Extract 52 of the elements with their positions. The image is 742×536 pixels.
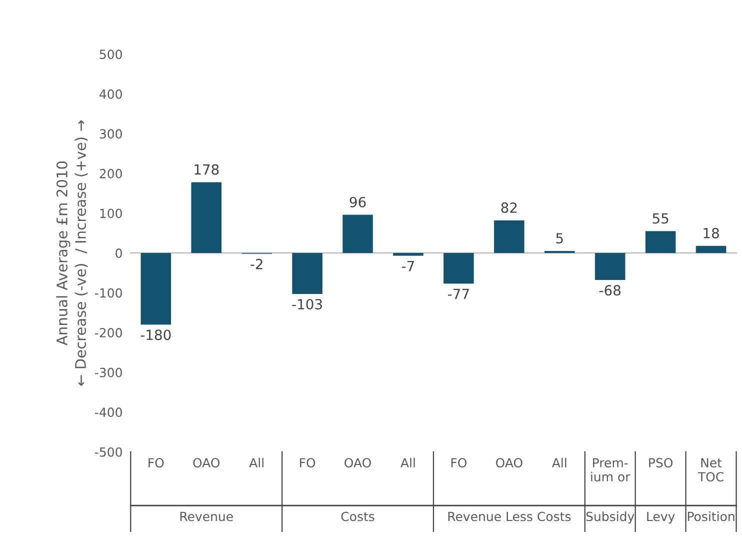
data-label: 18 xyxy=(704,228,719,238)
bar xyxy=(140,252,172,325)
text: Costs xyxy=(341,512,374,522)
x-tick-label: FO xyxy=(451,458,467,468)
data-label: 82 xyxy=(501,202,517,213)
y-tick-label: 500 xyxy=(100,50,122,60)
text: Revenue Less Costs xyxy=(448,512,571,522)
y-tick-label: 0 xyxy=(116,248,122,258)
data-label: 178 xyxy=(194,164,219,175)
bar xyxy=(393,252,424,256)
y-tick-label: 100 xyxy=(100,208,122,218)
x-tick-label: OAO xyxy=(496,458,522,468)
text: Levy xyxy=(647,512,675,524)
data-label: -2 xyxy=(250,258,262,270)
x-tick-label: All xyxy=(400,458,415,468)
x-tick-label: FO xyxy=(148,458,164,468)
bar xyxy=(594,252,626,280)
y-tick-label: -100 xyxy=(95,288,122,298)
x-tick-label: FO xyxy=(300,458,316,468)
bar xyxy=(696,246,726,253)
x-tick-label: OAO xyxy=(193,458,220,468)
y-tick-label: -300 xyxy=(95,368,122,378)
bar xyxy=(292,252,322,294)
data-label: 55 xyxy=(652,213,668,224)
data-label: 5 xyxy=(556,233,563,244)
bar xyxy=(444,252,474,284)
bar xyxy=(342,214,373,253)
text: Subsidy xyxy=(586,512,634,524)
data-label: 96 xyxy=(350,196,366,208)
text: Position xyxy=(688,512,734,522)
data-label: -103 xyxy=(292,298,322,310)
x-tick-label: OAO xyxy=(344,458,371,468)
text: Revenue xyxy=(180,512,233,522)
data-label: -180 xyxy=(140,330,171,340)
data-label: -68 xyxy=(599,285,620,296)
y-tick-label: 200 xyxy=(100,168,122,178)
x-tick-label: Net TOC xyxy=(698,458,724,482)
y-tick-label: -400 xyxy=(95,408,122,418)
x-tick-label: PSO xyxy=(649,458,673,468)
y-tick-label: 300 xyxy=(100,129,122,139)
x-tick-label: Prem- ium or xyxy=(591,458,630,482)
y-tick-label: -200 xyxy=(95,328,122,338)
data-label: -7 xyxy=(402,260,414,272)
bar xyxy=(645,231,676,253)
x-tick-label: All xyxy=(249,458,264,468)
bar xyxy=(494,220,524,253)
y-axis-title: Annual Average £m 2010 ← Decrease (-ve) / Increase (+ve) → xyxy=(56,120,88,386)
y-tick-label: -500 xyxy=(95,447,122,457)
data-label: -77 xyxy=(448,288,469,299)
bar xyxy=(191,182,222,253)
x-tick-label: All xyxy=(552,458,566,468)
y-tick-label: 400 xyxy=(100,89,122,99)
